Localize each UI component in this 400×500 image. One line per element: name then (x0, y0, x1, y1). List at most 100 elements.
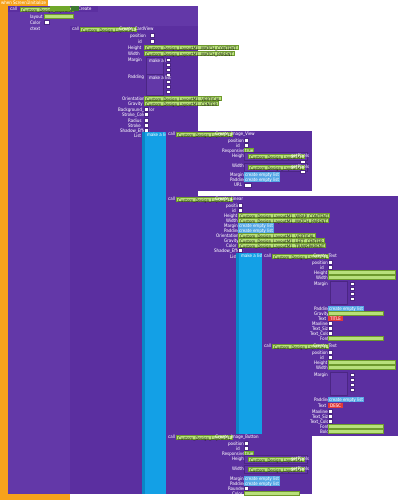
cardview-bgcolor-value[interactable] (144, 107, 149, 112)
text-desc-text-value[interactable]: DESC (328, 403, 343, 408)
text-title-text-value[interactable]: TITLE (328, 316, 343, 321)
param-layout-value[interactable] (44, 14, 74, 19)
text-title-gravity-value[interactable] (328, 311, 384, 316)
text-desc-position-value[interactable] (328, 350, 333, 355)
cardview-header[interactable]: call Custom_Design_LayoutM1 .Create_Card… (70, 26, 153, 33)
cardview-margin-n4[interactable] (166, 73, 171, 77)
cardview-position-value[interactable] (150, 33, 155, 38)
imageview-height-call[interactable]: Custom_Design_LayoutM1 getPixels (244, 152, 309, 161)
text-title-id-value[interactable] (328, 265, 333, 270)
text-title-margin-n2[interactable] (350, 287, 355, 291)
linear-width-value[interactable]: Custom_Design_LayoutM1 .MATCH_PARENT (238, 218, 329, 224)
cardview-id-value[interactable] (150, 39, 155, 44)
imagebutton-responsive-value[interactable]: true (244, 451, 255, 456)
linear-margin-empty[interactable]: create empty list (238, 223, 274, 228)
text-desc-component-dropdown[interactable]: Custom_Design_LayoutM1 (272, 343, 329, 350)
imagebutton-width-call[interactable]: Custom_Design_LayoutM1 getPixels (244, 465, 309, 474)
text-desc-margin-n2[interactable] (350, 378, 355, 382)
imageview-responsive-value[interactable]: true (244, 148, 255, 153)
text-desc-margin-list[interactable] (330, 372, 348, 396)
text-desc-header[interactable]: call Custom_Design_LayoutM1 .Create_Text (262, 343, 342, 350)
imageview-width-component[interactable]: Custom_Design_LayoutM1 (248, 165, 305, 171)
cardview-children-list[interactable] (142, 132, 166, 494)
linear-shadow-value[interactable] (238, 248, 243, 253)
text-title-textcolor-value[interactable] (328, 331, 333, 336)
imageview-component-dropdown[interactable]: Custom_Design_LayoutM1 (176, 131, 233, 138)
text-title-width-value[interactable] (328, 275, 396, 280)
imageview-height-component[interactable]: Custom_Design_LayoutM1 (248, 154, 305, 160)
cardview-margin-n1[interactable] (166, 58, 171, 62)
text-title-position-value[interactable] (328, 260, 333, 265)
imagebutton-color-value[interactable] (244, 491, 300, 496)
text-title-font-value[interactable] (328, 336, 384, 341)
imageview-margin-empty[interactable]: create empty list (244, 172, 280, 177)
text-desc-font-value[interactable] (328, 424, 384, 429)
text-desc-margin-n1[interactable] (350, 373, 355, 377)
imageview-width-call[interactable]: Custom_Design_LayoutM1 getPixels (244, 163, 309, 172)
imagebutton-margin-empty[interactable]: create empty list (244, 476, 280, 481)
text-title-margin-n4[interactable] (350, 297, 355, 301)
text-desc-id-value[interactable] (328, 355, 333, 360)
linear-position-value[interactable] (238, 203, 243, 208)
linear-padding-empty[interactable]: create empty list (238, 228, 274, 233)
linear-orientation-value[interactable]: Custom_Design_LayoutM1 .VERTICAL (238, 233, 317, 239)
cardview-radius-value[interactable] (144, 118, 149, 123)
cardview-stroke-value[interactable] (144, 123, 149, 128)
event-header[interactable]: when Screen1 .Initialize (0, 0, 48, 6)
cardview-padding-list[interactable]: make a list (146, 74, 171, 96)
imagebutton-height-component[interactable]: Custom_Design_LayoutM1 (248, 457, 305, 463)
text-desc-textsize-value[interactable] (328, 414, 333, 419)
text-desc-width-value[interactable] (328, 365, 396, 370)
text-desc-maxlines-value[interactable] (328, 409, 333, 414)
cardview-component-dropdown[interactable]: Custom_Design_LayoutM1 (80, 26, 137, 33)
cardview-gravity-value[interactable]: Custom_Design_LayoutM1 .CENTER (144, 101, 220, 107)
text-title-textsize-value[interactable] (328, 326, 333, 331)
imagebutton-component-dropdown[interactable]: Custom_Design_LayoutM1 (176, 434, 233, 441)
cardview-margin-n2[interactable] (166, 63, 171, 67)
linear-children-list[interactable] (236, 253, 262, 435)
linear-header[interactable]: call Custom_Design_LayoutM1 .Create_Line… (166, 196, 246, 203)
linear-component-dropdown[interactable]: Custom_Design_LayoutM1 (176, 196, 233, 203)
cardview-padding-n3[interactable] (166, 90, 171, 94)
text-desc-bold-value[interactable] (328, 429, 384, 434)
text-title-padding-empty[interactable]: create empty list (328, 306, 364, 311)
text-desc-height-value[interactable] (328, 360, 396, 365)
imageview-position-value[interactable] (244, 138, 249, 143)
text-title-component-dropdown[interactable]: Custom_Design_LayoutM1 (272, 253, 329, 260)
cardview-width-value[interactable]: Custom_Design_LayoutM1 .MATCH_PARENT (144, 51, 235, 57)
imageview-width-num[interactable] (300, 170, 306, 174)
screen-initialize-event-block[interactable] (0, 0, 8, 500)
text-title-maxlines-value[interactable] (328, 321, 333, 326)
imagebutton-header[interactable]: call Custom_Design_LayoutM1 .Create_Imag… (166, 434, 259, 441)
text-title-margin-list[interactable] (330, 281, 348, 305)
cardview-height-value[interactable]: Custom_Design_LayoutM1 .MATCH_CONTENT (144, 45, 239, 51)
cardview-padding-n1[interactable] (166, 80, 171, 84)
imagebutton-id-value[interactable] (244, 446, 249, 451)
imagebutton-padding-empty[interactable]: create empty list (244, 481, 280, 486)
imageview-header[interactable]: call Custom_Design_LayoutM1 .Create_Imag… (166, 131, 255, 138)
text-title-margin-n3[interactable] (350, 292, 355, 296)
imagebutton-rounded-value[interactable] (244, 486, 249, 491)
linear-gravity-value[interactable]: Custom_Design_LayoutM1 .LEFT_CENTER (238, 238, 325, 244)
cardview-stroke-color-value[interactable] (144, 112, 149, 117)
imageview-id-value[interactable] (244, 143, 249, 148)
text-desc-margin-n4[interactable] (350, 388, 355, 392)
imageview-padding-empty[interactable]: create empty list (244, 177, 280, 182)
text-title-height-value[interactable] (328, 270, 396, 275)
imageview-call-block[interactable] (166, 131, 312, 191)
linear-height-value[interactable]: Custom_Design_LayoutM1 .WRAP_CONTENT (238, 213, 331, 219)
linear-color-value[interactable]: Custom_Design_LayoutM1 .TRANSPARENT (238, 243, 327, 249)
text-title-margin-n1[interactable] (350, 282, 355, 286)
imagebutton-call-block[interactable] (166, 434, 312, 494)
text-desc-padding-empty[interactable]: create empty list (328, 397, 364, 402)
cardview-padding-n2[interactable] (166, 85, 171, 89)
cardview-orientation-value[interactable]: Custom_Design_LayoutM1 .VERTICAL (144, 96, 223, 102)
linear-id-value[interactable] (238, 208, 243, 213)
text-desc-margin-n3[interactable] (350, 383, 355, 387)
text-desc-textcolor-value[interactable] (328, 419, 333, 424)
cardview-margin-n3[interactable] (166, 68, 171, 72)
imagebutton-height-call[interactable]: Custom_Design_LayoutM1 getPixels (244, 455, 309, 464)
param-color-value[interactable] (44, 20, 50, 25)
text-title-header[interactable]: call Custom_Design_LayoutM1 .Create_Text (262, 253, 342, 260)
imageview-url-value[interactable] (244, 183, 252, 188)
